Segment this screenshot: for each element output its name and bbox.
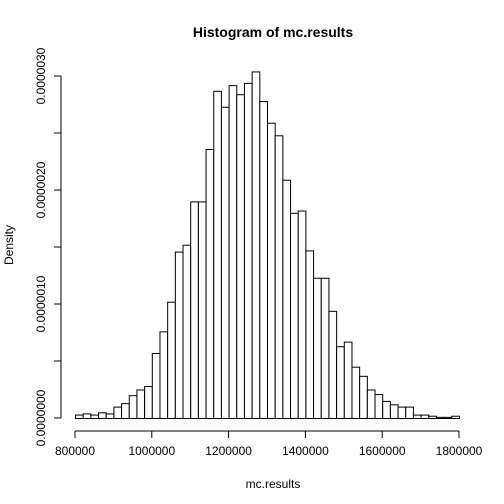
- histogram-bar: [167, 301, 176, 419]
- histogram-bar: [197, 201, 207, 419]
- histogram-bar: [121, 403, 130, 419]
- histogram-bar: [382, 400, 391, 419]
- histogram-bar: [297, 210, 307, 419]
- histogram-bar: [389, 404, 399, 420]
- x-tick-label: 1800000: [436, 444, 483, 458]
- histogram-bar: [451, 415, 461, 420]
- x-tick-label: 1600000: [359, 444, 406, 458]
- y-axis-label: Density: [2, 225, 16, 265]
- histogram-bar: [144, 386, 153, 419]
- histogram-bar: [366, 389, 376, 419]
- histogram-bar: [435, 416, 445, 419]
- x-tick-label: 1400000: [282, 444, 329, 458]
- histogram-bar: [105, 413, 115, 420]
- x-axis: 800000 1000000 1200000 1400000 1600000 180000…: [55, 430, 483, 458]
- histogram-bar: [128, 395, 138, 420]
- histogram-bar: [313, 277, 322, 419]
- y-tick-label: 0.0000030: [34, 47, 48, 104]
- histogram-bar: [420, 414, 430, 419]
- histogram-bar: [113, 406, 123, 420]
- x-tick-label: 800000: [55, 444, 95, 458]
- histogram-bar: [151, 353, 161, 419]
- histogram-bar: [397, 406, 407, 420]
- histogram-bar: [374, 394, 384, 419]
- histogram-bar: [405, 406, 414, 420]
- histogram-bar: [274, 135, 284, 419]
- histogram-bar: [136, 389, 146, 419]
- histogram-bar: [90, 414, 100, 419]
- histogram-bar: [205, 148, 215, 420]
- histogram-bar: [220, 106, 230, 419]
- x-tick-label: 1000000: [128, 444, 175, 458]
- histogram-bar: [82, 413, 92, 420]
- x-axis-label: mc.results: [246, 477, 301, 491]
- histogram-bar: [290, 212, 299, 419]
- histogram-bar: [213, 90, 222, 419]
- x-tick-label: 1200000: [205, 444, 252, 458]
- histogram-bars: [75, 71, 461, 420]
- histogram-bar: [343, 341, 353, 419]
- histogram-bar: [98, 412, 107, 419]
- histogram-bar: [228, 85, 238, 420]
- histogram-bar: [336, 346, 345, 419]
- histogram-bar: [236, 94, 245, 420]
- histogram-bar: [320, 277, 330, 419]
- y-tick-label: 0.0000010: [34, 275, 48, 332]
- histogram-bar: [305, 250, 315, 419]
- histogram-bar: [412, 414, 422, 419]
- histogram-bar: [443, 416, 453, 419]
- histogram-bar: [174, 251, 184, 419]
- histogram-bar: [282, 179, 292, 419]
- histogram-bar: [243, 82, 253, 419]
- histogram-bar: [351, 366, 361, 420]
- histogram-bar: [259, 101, 269, 420]
- y-tick-label: 0.0000000: [34, 389, 48, 446]
- y-axis: 0.0000000 0.0000010 0.0000020 0.0000030: [34, 47, 62, 446]
- histogram-bar: [251, 71, 261, 419]
- histogram-bar: [267, 122, 276, 420]
- histogram-bar: [428, 415, 437, 420]
- histogram-bar: [359, 375, 368, 420]
- histogram-bar: [182, 244, 192, 419]
- histogram-bar: [75, 414, 84, 419]
- histogram-bar: [190, 201, 199, 419]
- y-tick-label: 0.0000020: [34, 161, 48, 218]
- histogram-bar: [328, 310, 338, 419]
- chart-title: Histogram of mc.results: [193, 24, 353, 40]
- histogram-bar: [159, 331, 169, 419]
